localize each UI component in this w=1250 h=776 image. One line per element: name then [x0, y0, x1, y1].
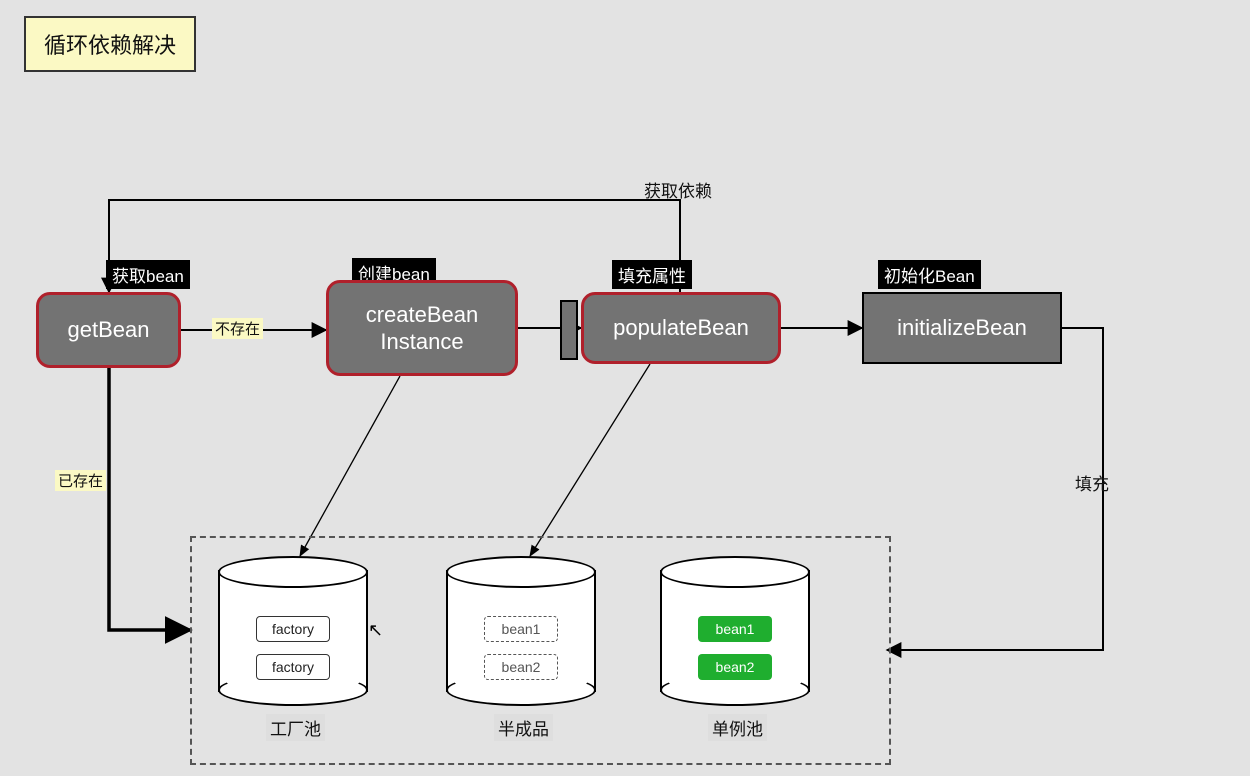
getBean-to-pool — [109, 368, 190, 630]
node-getBean-label: getBean — [68, 316, 150, 344]
node-populateBean: populateBean — [581, 292, 781, 364]
pill-populateBean: 填充属性 — [612, 260, 692, 289]
node-initializeBean: initializeBean — [862, 292, 1062, 364]
connector-stub — [560, 300, 578, 360]
pill-getBean: 获取bean — [106, 260, 190, 289]
pill-initializeBean: 初始化Bean — [878, 260, 981, 289]
initialize-to-singleton — [887, 328, 1103, 650]
half-item-2: bean2 — [484, 654, 558, 680]
mouse-cursor-icon: ↖ — [368, 620, 383, 641]
node-populateBean-label: populateBean — [613, 314, 749, 342]
label-fill: 填充 — [1075, 470, 1109, 495]
label-exist: 已存在 — [55, 470, 106, 491]
cylinder-factory: factory factory — [218, 556, 368, 706]
half-item-1: bean1 — [484, 616, 558, 642]
singleton-item-2: bean2 — [698, 654, 772, 680]
factory-item-2: factory — [256, 654, 330, 680]
cylinder-singleton-label: 单例池 — [708, 714, 767, 741]
cylinder-half: bean1 bean2 — [446, 556, 596, 706]
cylinder-half-label: 半成品 — [494, 714, 553, 741]
factory-item-1: factory — [256, 616, 330, 642]
diagram-title: 循环依赖解决 — [24, 16, 196, 72]
node-createBean-label: createBean Instance — [366, 301, 479, 356]
cylinder-singleton: bean1 bean2 — [660, 556, 810, 706]
singleton-item-1: bean1 — [698, 616, 772, 642]
label-get-dep: 获取依赖 — [644, 177, 712, 202]
node-initializeBean-label: initializeBean — [897, 314, 1027, 342]
node-createBean: createBean Instance — [326, 280, 518, 376]
populate-to-half — [530, 364, 650, 556]
diagram-canvas: 循环依赖解决 获取bean getBean 创建bean createBean … — [0, 0, 1250, 776]
cylinder-factory-label: 工厂池 — [266, 714, 325, 741]
createBean-to-factory — [300, 376, 400, 556]
label-not-exist: 不存在 — [212, 318, 263, 339]
node-getBean: getBean — [36, 292, 181, 368]
